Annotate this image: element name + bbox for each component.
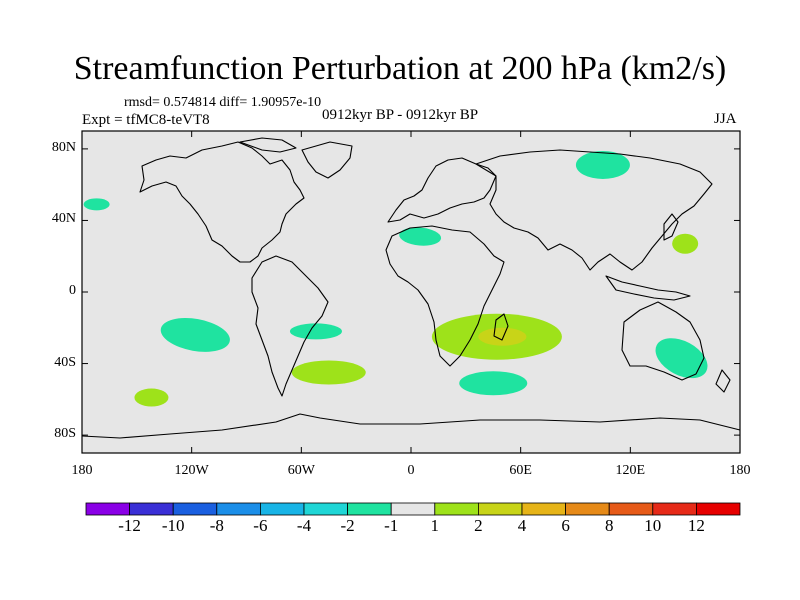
colorbar-swatch [434,502,479,516]
experiment-label: Expt = tfMC8-teVT8 [82,112,210,128]
x-tick-label: 0 [407,463,415,478]
anomaly-southern-indian-ocean [459,371,528,396]
coast-indonesia [605,275,691,301]
anomaly-north-atlantic-west [83,198,110,211]
anomaly-siberia [575,150,630,179]
colorbar-label: 8 [604,516,614,535]
coast-arctic-islands [239,137,297,153]
colorbar-label: 10 [644,516,662,535]
colorbar-swatch [259,502,305,516]
anomaly-south-pacific-south [134,388,169,407]
coast-japan [663,213,679,241]
coast-greenland [301,141,353,179]
y-tick-label: 80N [51,139,76,155]
colorbar-label: -12 [118,516,141,535]
colorbar-label: 12 [687,516,705,535]
colorbar-swatch [696,502,741,516]
colorbar-swatch [216,502,261,516]
colorbar-label: -2 [340,516,355,535]
colorbar-swatch [477,502,523,516]
anomaly-south-atlantic [291,360,366,385]
colorbar-swatch [129,502,174,516]
colorbar-swatch [172,502,218,516]
x-tick-label: 60W [287,463,315,478]
coast-africa [385,225,505,367]
anomaly-south-america-east [289,323,342,340]
colorbar-swatch [565,502,610,516]
colorbar-swatch [390,502,436,516]
anomaly-layer [83,150,708,407]
stats-text: rmsd= 0.574814 diff= 1.90957e-10 [124,95,322,110]
season-label: JJA [714,111,737,127]
coast-antarctica [81,413,741,439]
colorbar-label: -8 [209,516,224,535]
anomaly-western-pacific [672,233,699,254]
coast-australia [621,301,705,381]
coast-madagascar [493,313,509,341]
axis-ticks [81,131,741,453]
colorbar-label: -4 [296,516,312,535]
colorbar [85,502,741,516]
coast-asia [475,149,713,271]
y-tick-label: 40N [51,211,76,227]
colorbar-label: 6 [561,516,570,535]
map-background [82,131,740,453]
colorbar-label: 4 [517,516,527,535]
colorbar-swatch [85,502,130,516]
colorbar-swatch [303,502,348,516]
anomaly-south-pacific-central [160,318,230,352]
coastlines [81,137,741,439]
x-tick-label: 180 [71,463,93,478]
colorbar-label: 2 [474,516,483,535]
colorbar-label: -1 [384,516,399,535]
colorbar-label: -6 [253,516,268,535]
colorbar-swatch [652,502,697,516]
y-tick-label: 80S [54,426,76,442]
x-tick-label: 120W [174,463,209,478]
x-tick-label: 60E [509,463,532,478]
coast-new-zealand [715,369,731,393]
x-tick-label: 180 [729,463,751,478]
coast-south-america [251,255,329,397]
x-tick-label: 120E [615,463,646,478]
colorbar-label: -10 [161,516,185,535]
anomaly-madagascar-core [478,327,527,346]
colorbar-label: 1 [430,516,440,535]
anomaly-australia-southeast [655,338,708,379]
anomaly-north-africa [399,227,442,246]
colorbar-swatch [521,502,566,516]
colorbar-swatch [608,502,654,516]
period-label: 0912kyr BP - 0912kyr BP [322,107,479,123]
chart-title: Streamfunction Perturbation at 200 hPa (… [73,50,727,87]
y-tick-label: 40S [54,354,76,370]
coast-europe [387,157,497,223]
y-tick-label: 0 [69,283,76,298]
colorbar-swatch [347,502,392,516]
coast-north-america [139,141,305,263]
